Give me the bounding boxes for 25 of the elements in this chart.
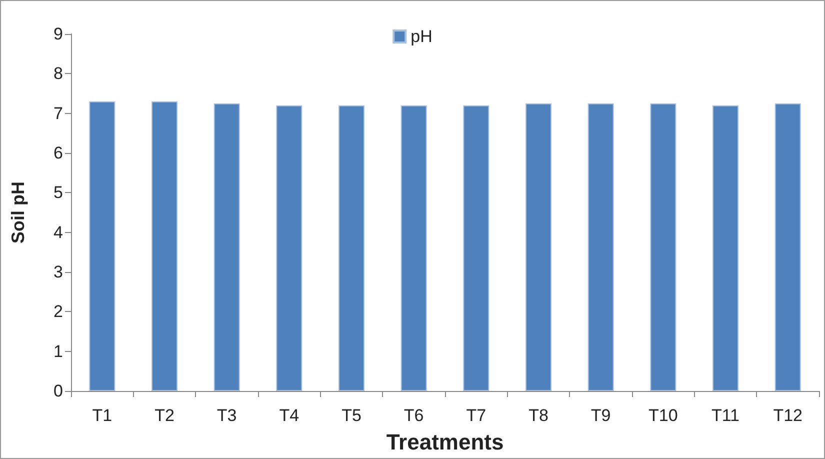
y-tick-label: 5 — [54, 183, 63, 202]
y-axis-title: Soil pH — [8, 182, 28, 244]
x-tick-label: T7 — [466, 406, 486, 425]
y-tick-label: 1 — [54, 342, 63, 361]
x-tick-label: T6 — [404, 406, 424, 425]
x-tick-label: T10 — [648, 406, 678, 425]
x-tick-label: T12 — [773, 406, 802, 425]
y-tick-label: 3 — [54, 262, 63, 282]
x-axis-title: Treatments — [386, 430, 504, 454]
x-tick-label: T8 — [528, 406, 548, 425]
x-tick-label: T1 — [92, 406, 112, 425]
y-tick-label: 6 — [54, 144, 63, 162]
y-tick-label: 0 — [54, 382, 63, 400]
y-tick-label: 9 — [54, 24, 63, 44]
y-tick-label: 7 — [54, 104, 63, 123]
y-tick-label: 8 — [54, 64, 63, 84]
x-tick-label: T4 — [279, 406, 300, 425]
x-tick-label: T3 — [216, 406, 237, 425]
x-tick-label: T11 — [711, 406, 740, 425]
y-tick-label: 4 — [54, 222, 63, 242]
x-tick-label: T9 — [590, 406, 611, 425]
y-tick-label: 2 — [54, 302, 63, 322]
x-tick-label: T5 — [342, 406, 362, 425]
x-tick-label: T2 — [154, 406, 174, 425]
legend-label: pH — [410, 27, 432, 46]
